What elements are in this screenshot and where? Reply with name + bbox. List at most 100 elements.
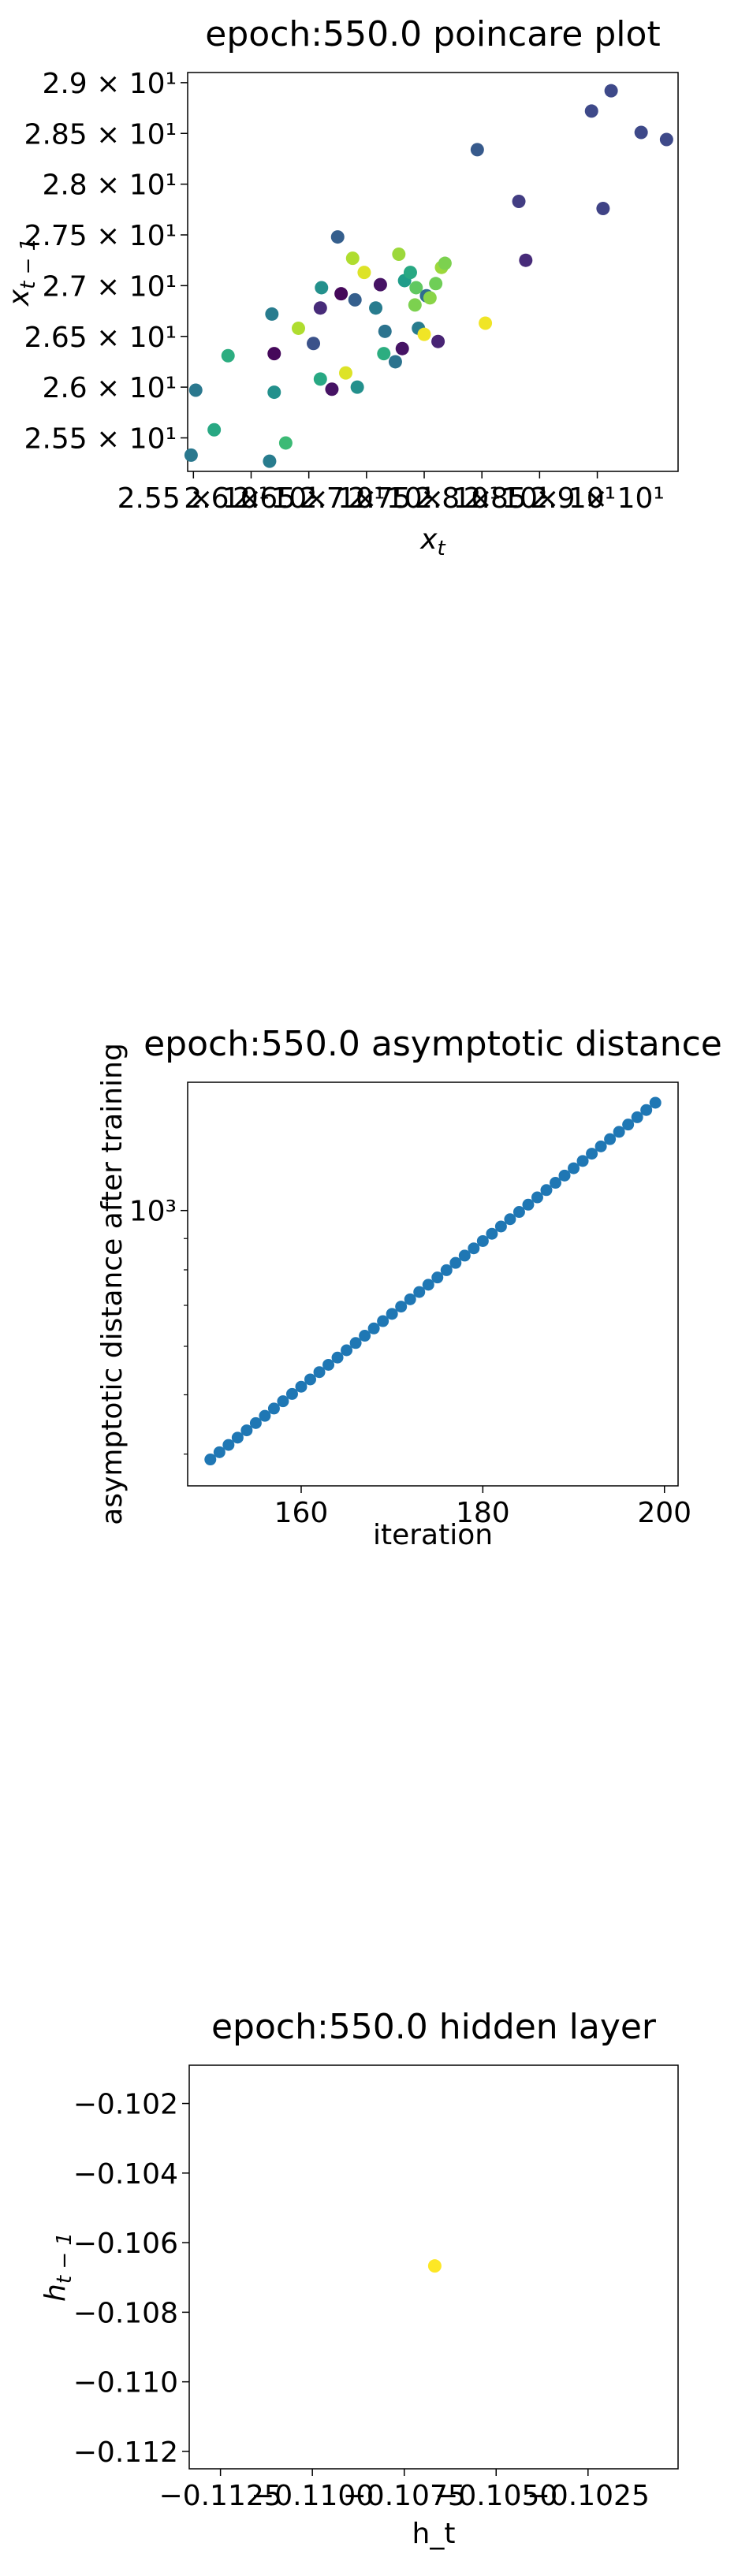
poincare-title: epoch:550.0 poincare plot: [205, 14, 660, 54]
data-point: [634, 125, 648, 140]
data-point: [558, 1169, 571, 1182]
data-point: [325, 382, 339, 396]
data-point: [431, 334, 445, 348]
data-point: [184, 448, 198, 462]
data-point: [596, 202, 610, 216]
y-tick-label: 2.65 × 10¹: [24, 322, 177, 354]
data-point: [403, 266, 417, 280]
x-tick-label: 2.55 × 10¹: [117, 482, 270, 515]
data-point: [423, 291, 437, 305]
data-point: [486, 1227, 498, 1240]
data-point: [586, 1148, 598, 1160]
x-tick-label: −0.1125: [159, 2480, 282, 2512]
x-tick-label: 2.65 × 10¹: [233, 482, 385, 515]
y-axis-label: ht − 1: [39, 2232, 76, 2302]
data-point: [377, 1315, 390, 1327]
data-point: [291, 321, 305, 335]
x-axis-label: iteration: [373, 1519, 493, 1551]
data-point: [307, 337, 321, 351]
data-point: [313, 372, 327, 386]
data-point: [649, 1096, 662, 1109]
y-tick-label: 2.9 × 10¹: [42, 68, 177, 100]
data-point: [331, 1351, 344, 1364]
x-tick-label: −0.1100: [251, 2480, 374, 2512]
data-point: [304, 1373, 316, 1386]
data-point: [417, 327, 431, 341]
x-tick-label: 2.9 × 10¹: [530, 482, 665, 515]
data-point: [468, 1242, 480, 1255]
data-point: [334, 287, 348, 301]
poincare-frame: [187, 72, 679, 472]
data-point: [377, 347, 391, 361]
data-point: [531, 1191, 543, 1204]
data-point: [350, 380, 364, 394]
x-tick-label: 160: [274, 1497, 329, 1529]
data-point: [345, 251, 360, 266]
data-point: [267, 385, 281, 400]
y-tick-label: −0.102: [73, 2089, 178, 2121]
data-point: [613, 1126, 625, 1138]
asymptotic-frame: [187, 1081, 679, 1487]
data-point: [341, 1344, 353, 1357]
data-point: [519, 253, 533, 267]
data-point: [604, 84, 618, 98]
data-point: [359, 1330, 371, 1342]
y-tick-label: 10³: [129, 1196, 177, 1228]
data-point: [427, 2259, 442, 2273]
data-point: [395, 341, 409, 356]
x-tick-label: 2.75 × 10¹: [348, 482, 500, 515]
data-point: [422, 1279, 434, 1291]
data-point: [631, 1111, 643, 1123]
data-point: [357, 266, 371, 280]
data-point: [330, 230, 345, 244]
data-point: [322, 1358, 335, 1371]
data-point: [231, 1431, 244, 1444]
data-point: [438, 256, 452, 270]
data-point: [504, 1213, 516, 1226]
data-point: [440, 1264, 453, 1276]
data-point: [576, 1155, 589, 1167]
data-point: [373, 277, 387, 292]
data-point: [240, 1424, 253, 1437]
data-point: [594, 1140, 607, 1152]
y-tick-label: 2.75 × 10¹: [24, 220, 177, 252]
data-point: [622, 1119, 635, 1131]
x-tick-label: 2.85 × 10¹: [464, 482, 616, 515]
data-point: [395, 1301, 408, 1313]
x-tick-label: −0.1025: [527, 2480, 650, 2512]
x-tick-label: −0.1075: [343, 2480, 466, 2512]
asymptotic-distance-panel: epoch:550.0 asymptotic distance 160 180 200…: [96, 1024, 722, 1551]
data-point: [540, 1184, 553, 1197]
x-tick-label: 2.8 × 10¹: [415, 482, 550, 515]
data-point: [584, 104, 598, 118]
data-point: [285, 1387, 298, 1400]
hidden-layer-panel: epoch:550.0 hidden layer −0.102 −0.104 −0.1…: [39, 2007, 679, 2550]
data-point: [313, 1366, 326, 1379]
x-tick-label: 2.7 × 10¹: [300, 482, 434, 515]
data-point: [431, 1271, 444, 1284]
data-point: [265, 307, 279, 321]
y-axis-label: xt − 1: [3, 238, 40, 307]
data-point: [640, 1104, 653, 1116]
data-point: [413, 1286, 426, 1298]
data-point: [277, 1395, 289, 1408]
data-point: [221, 348, 235, 363]
data-point: [349, 1337, 362, 1349]
data-point: [479, 316, 493, 330]
x-axis-label: h_t: [412, 2518, 456, 2550]
data-point: [409, 281, 423, 295]
y-tick-label: 2.55 × 10¹: [24, 423, 177, 456]
y-tick-label: −0.110: [73, 2367, 178, 2399]
data-point: [386, 1308, 398, 1320]
y-tick-label: −0.106: [73, 2228, 178, 2260]
data-point: [295, 1380, 308, 1393]
data-point: [367, 1322, 380, 1335]
data-point: [458, 1249, 471, 1262]
data-point: [388, 355, 402, 369]
data-point: [404, 1293, 416, 1305]
y-axis-label: asymptotic distance after training: [96, 1043, 129, 1525]
hidden-frame: [188, 2064, 679, 2470]
y-tick-label: −0.104: [73, 2158, 178, 2191]
data-point: [476, 1234, 489, 1247]
